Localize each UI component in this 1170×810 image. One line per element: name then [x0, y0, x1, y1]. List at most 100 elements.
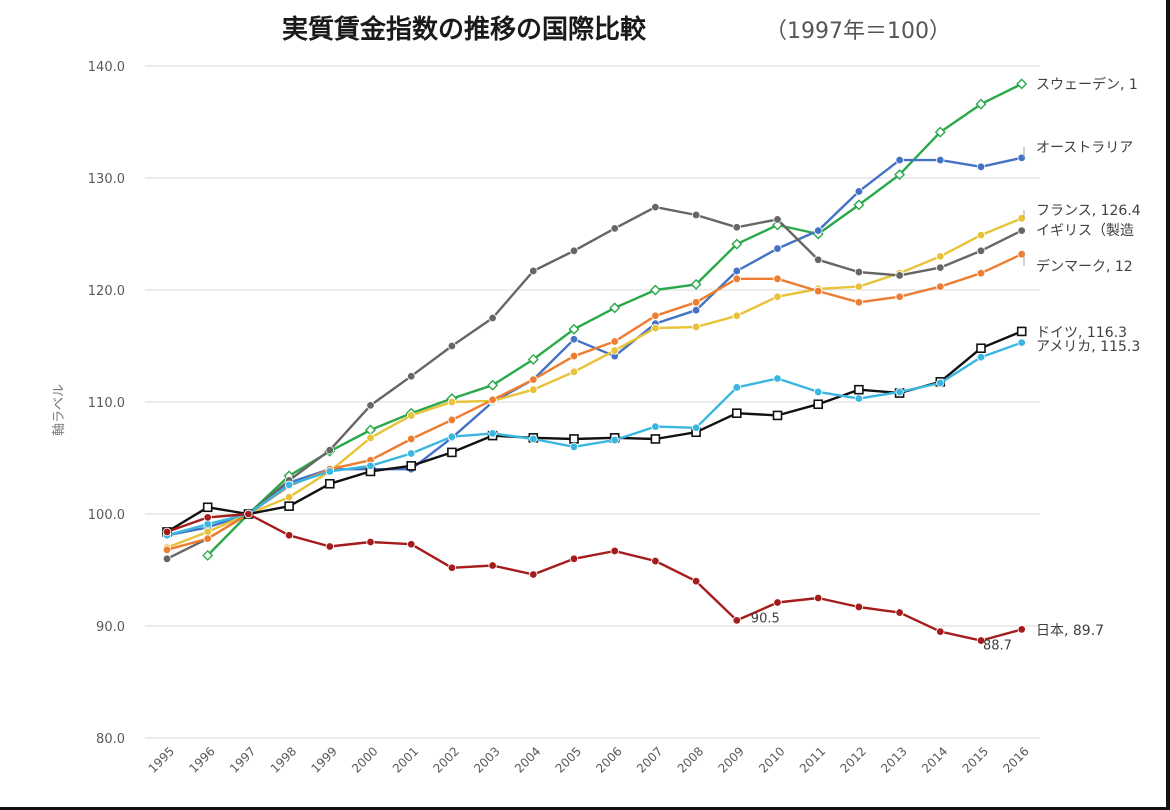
data-point [976, 162, 986, 171]
data-point [325, 542, 334, 551]
gridlines [145, 65, 1040, 739]
x-tick-label: 1996 [186, 744, 217, 775]
data-point [202, 502, 213, 513]
data-point [691, 210, 701, 220]
y-axis-label: 軸ラベル [52, 384, 67, 436]
data-point [244, 509, 253, 519]
data-point [731, 408, 742, 419]
data-point [854, 267, 864, 277]
series-line [166, 205, 1023, 560]
data-point [569, 554, 579, 563]
data-point [284, 531, 294, 540]
data-point [772, 410, 783, 421]
data-point [610, 435, 619, 445]
data-point [569, 442, 579, 451]
data-point [731, 238, 743, 250]
data-point [610, 337, 619, 346]
data-point [488, 429, 497, 438]
data-point [651, 323, 660, 333]
data-point [447, 415, 457, 425]
data-point [854, 394, 864, 403]
y-tick-label: 90.0 [96, 620, 125, 635]
data-point [691, 298, 701, 307]
x-tick-label: 2016 [1000, 744, 1031, 775]
data-point [1017, 226, 1026, 235]
series-6 [162, 338, 1026, 540]
data-point [366, 401, 375, 410]
data-point [936, 155, 945, 165]
series-2 [162, 214, 1026, 552]
annotations: 90.5 88.7 [751, 611, 1012, 653]
data-point [895, 387, 904, 397]
data-point [488, 313, 497, 323]
data-point [366, 537, 375, 547]
data-point [895, 292, 904, 301]
data-point [610, 224, 619, 233]
data-point [732, 311, 741, 320]
data-point [366, 433, 375, 443]
series-end-label: ドイツ, 116.3 [1036, 325, 1127, 341]
data-point [854, 282, 864, 291]
data-point [854, 187, 864, 196]
data-point [936, 282, 945, 291]
x-tick-label: 2006 [593, 744, 624, 775]
data-point [406, 461, 417, 471]
series-line [166, 330, 1023, 533]
data-point [284, 480, 294, 490]
data-point [813, 399, 824, 410]
data-point [407, 411, 416, 420]
x-tick-label: 2012 [838, 744, 869, 775]
x-tick-label: 2000 [349, 744, 380, 775]
data-point [529, 434, 538, 444]
series-end-label: 日本, 89.7 [1036, 623, 1104, 639]
data-point [854, 384, 864, 395]
data-point [773, 244, 782, 253]
data-point [203, 534, 212, 543]
data-point [447, 397, 457, 407]
y-tick-label: 110.0 [88, 396, 125, 411]
data-point [1017, 625, 1026, 634]
data-point [1016, 326, 1027, 337]
data-point [895, 155, 904, 165]
y-axis-ticks: 80.0 90.0 100.0 110.0 120.0 130.0 140.0 [88, 60, 125, 747]
data-point [1016, 78, 1028, 90]
data-label: 88.7 [983, 639, 1012, 654]
data-point [854, 298, 864, 307]
data-point [732, 383, 741, 392]
data-point [447, 563, 457, 572]
x-tick-label: 2002 [431, 744, 462, 775]
data-point [651, 422, 660, 431]
data-point [691, 305, 701, 315]
x-tick-label: 1999 [308, 744, 339, 775]
data-point [203, 513, 212, 522]
x-tick-label: 2004 [512, 744, 543, 775]
y-tick-label: 140.0 [88, 60, 125, 75]
data-point [976, 246, 986, 255]
data-point [814, 286, 823, 296]
data-point [284, 493, 294, 502]
window-border-bottom [0, 807, 1170, 810]
y-tick-label: 100.0 [88, 508, 125, 523]
data-point [162, 554, 172, 563]
data-point [936, 627, 945, 636]
data-point [162, 527, 172, 537]
x-tick-label: 2005 [553, 744, 584, 775]
data-point [651, 202, 660, 212]
data-point [934, 126, 946, 138]
data-point [732, 223, 741, 232]
series-line [166, 217, 1023, 549]
data-point [325, 467, 334, 476]
data-point [690, 278, 702, 290]
data-point [487, 379, 499, 391]
data-point [773, 215, 782, 224]
x-tick-label: 2007 [634, 744, 665, 775]
data-point [568, 323, 580, 335]
x-tick-label: 1997 [227, 744, 258, 775]
x-tick-label: 2015 [960, 744, 991, 775]
data-point [651, 311, 660, 320]
x-tick-label: 2010 [756, 744, 787, 775]
x-axis-ticks: 1995 1996 1997 1998 1999 2000 2001 2002 2003 2004… [146, 744, 1032, 775]
data-point [773, 598, 782, 607]
data-point [284, 501, 294, 511]
